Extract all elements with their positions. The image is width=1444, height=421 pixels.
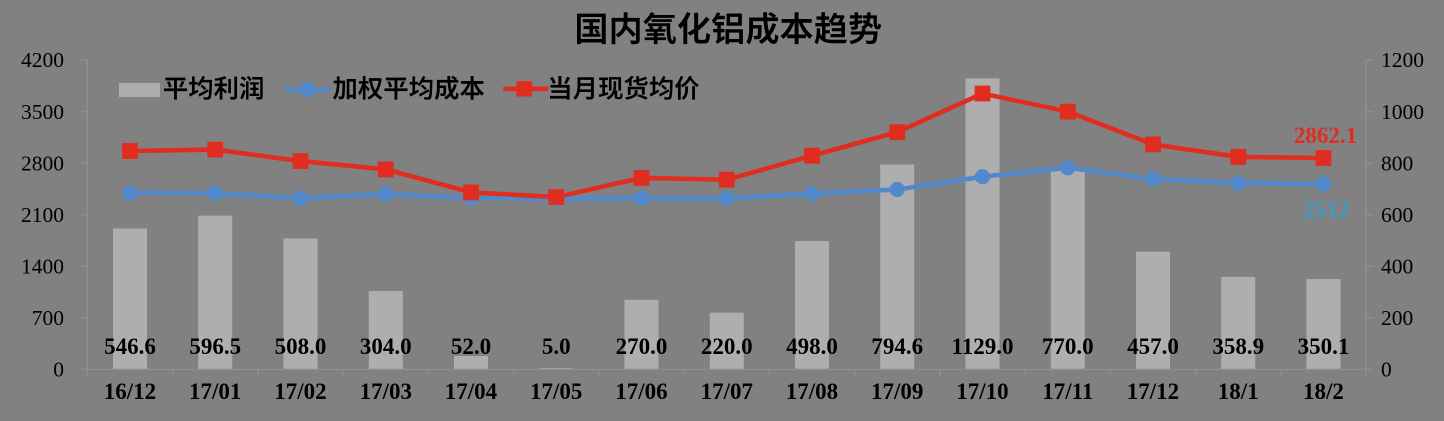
svg-text:17/03: 17/03 [360,379,412,404]
svg-text:17/11: 17/11 [1042,379,1093,404]
svg-text:2512: 2512 [1304,197,1350,222]
svg-text:457.0: 457.0 [1127,334,1179,359]
svg-text:508.0: 508.0 [275,334,327,359]
svg-text:2862.1: 2862.1 [1294,123,1357,148]
svg-text:596.5: 596.5 [189,334,241,359]
svg-text:17/01: 17/01 [189,379,241,404]
svg-text:350.1: 350.1 [1298,334,1350,359]
svg-text:5.0: 5.0 [542,334,571,359]
svg-text:4200: 4200 [21,48,64,72]
svg-text:17/06: 17/06 [615,379,667,404]
svg-text:800: 800 [1381,151,1413,175]
svg-text:700: 700 [32,306,64,330]
svg-text:1129.0: 1129.0 [952,334,1014,359]
svg-text:200: 200 [1381,306,1413,330]
svg-text:2800: 2800 [21,151,64,175]
svg-text:546.6: 546.6 [104,334,156,359]
svg-text:400: 400 [1381,255,1413,279]
svg-text:794.6: 794.6 [871,334,923,359]
svg-text:770.0: 770.0 [1042,334,1094,359]
svg-text:17/10: 17/10 [956,379,1008,404]
svg-text:600: 600 [1381,203,1413,227]
svg-text:17/05: 17/05 [530,379,582,404]
svg-text:1400: 1400 [21,255,64,279]
svg-text:17/02: 17/02 [274,379,326,404]
svg-text:1000: 1000 [1381,100,1424,124]
svg-text:220.0: 220.0 [701,334,753,359]
svg-text:0: 0 [1381,358,1392,382]
svg-text:18/2: 18/2 [1303,379,1344,404]
svg-text:18/1: 18/1 [1218,379,1259,404]
svg-text:304.0: 304.0 [360,334,412,359]
svg-text:498.0: 498.0 [786,334,838,359]
svg-text:16/12: 16/12 [104,379,156,404]
svg-text:2100: 2100 [21,203,64,227]
svg-text:1200: 1200 [1381,48,1424,72]
svg-text:358.9: 358.9 [1212,334,1264,359]
svg-text:17/12: 17/12 [1127,379,1179,404]
svg-text:17/09: 17/09 [871,379,923,404]
svg-text:270.0: 270.0 [616,334,668,359]
svg-text:17/07: 17/07 [701,379,753,404]
svg-text:17/08: 17/08 [786,379,838,404]
svg-text:17/04: 17/04 [445,379,498,404]
svg-text:0: 0 [53,358,64,382]
svg-text:52.0: 52.0 [451,334,491,359]
svg-text:3500: 3500 [21,100,64,124]
